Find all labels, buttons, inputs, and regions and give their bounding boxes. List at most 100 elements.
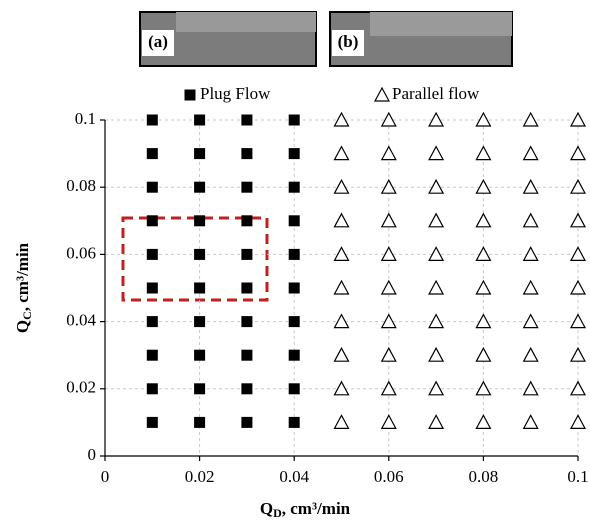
point (333, 346, 350, 362)
point (428, 414, 445, 429)
y-label-part: Q (13, 320, 32, 333)
point (522, 279, 539, 295)
point (146, 349, 158, 361)
point (475, 145, 492, 161)
point (522, 414, 539, 429)
point (194, 316, 206, 328)
point (380, 111, 397, 127)
point (333, 212, 350, 228)
point (569, 279, 587, 295)
legend-marker (184, 89, 196, 101)
point (241, 148, 253, 160)
point (146, 282, 158, 294)
point (569, 380, 587, 396)
point (333, 380, 350, 396)
point (475, 178, 492, 194)
point (288, 181, 300, 193)
y-tick-label: 0.02 (66, 378, 96, 397)
legend-label: Parallel flow (392, 84, 480, 103)
point (428, 346, 445, 362)
point (241, 349, 253, 361)
point (428, 111, 445, 127)
point (380, 145, 397, 161)
point (380, 313, 397, 329)
point (428, 178, 445, 194)
point (288, 114, 300, 126)
y-axis-label: QC, cm³/min (13, 242, 34, 333)
point (380, 346, 397, 362)
point (380, 279, 397, 295)
point (288, 282, 300, 294)
point (194, 416, 206, 428)
point (569, 212, 587, 228)
point (333, 246, 350, 261)
point (569, 178, 587, 194)
point (428, 380, 445, 396)
x-tick-label: 0 (101, 467, 110, 486)
y-label-part: , cm³/min (13, 242, 32, 311)
point (380, 178, 397, 194)
point (194, 248, 206, 260)
label-box-a (142, 30, 174, 56)
y-tick-label: 0 (88, 445, 97, 464)
x-label-part: , cm³/min (282, 499, 351, 518)
point (428, 212, 445, 228)
point (569, 246, 587, 261)
point (146, 114, 158, 126)
point (146, 148, 158, 160)
point (380, 380, 397, 396)
y-label-part: C (20, 311, 34, 320)
panel-label: (a) (148, 32, 168, 51)
point (194, 148, 206, 160)
point (428, 313, 445, 329)
point (146, 416, 158, 428)
point (428, 279, 445, 295)
point (569, 313, 587, 329)
legend-marker (373, 86, 391, 102)
point (241, 316, 253, 328)
point (522, 246, 539, 261)
point (475, 246, 492, 261)
point (475, 414, 492, 429)
point (475, 111, 492, 127)
point (522, 313, 539, 329)
point (288, 383, 300, 395)
label-box-b (332, 30, 364, 56)
point (522, 111, 539, 127)
point (333, 178, 350, 194)
y-tick-label: 0.06 (66, 243, 96, 262)
point (146, 215, 158, 227)
point (333, 313, 350, 329)
point (475, 313, 492, 329)
point (475, 279, 492, 295)
point (288, 416, 300, 428)
image-b-channel (370, 12, 512, 36)
point (475, 346, 492, 362)
point (194, 181, 206, 193)
x-tick-label: 0.02 (185, 467, 215, 486)
point (569, 111, 587, 127)
point (288, 148, 300, 160)
point (194, 349, 206, 361)
point (380, 414, 397, 429)
point (333, 145, 350, 161)
point (475, 212, 492, 228)
point (428, 145, 445, 161)
point (380, 212, 397, 228)
x-tick-label: 0.1 (567, 467, 588, 486)
x-label-part: D (273, 506, 282, 520)
point (194, 383, 206, 395)
point (194, 282, 206, 294)
x-label-part: Q (260, 499, 273, 518)
point (146, 316, 158, 328)
point (241, 282, 253, 294)
point (241, 416, 253, 428)
legend-label: Plug Flow (200, 84, 271, 103)
x-tick-label: 0.06 (374, 467, 404, 486)
point (241, 181, 253, 193)
point (333, 111, 350, 127)
point (380, 246, 397, 261)
x-axis-label: QD, cm³/min (260, 499, 351, 520)
point (146, 383, 158, 395)
